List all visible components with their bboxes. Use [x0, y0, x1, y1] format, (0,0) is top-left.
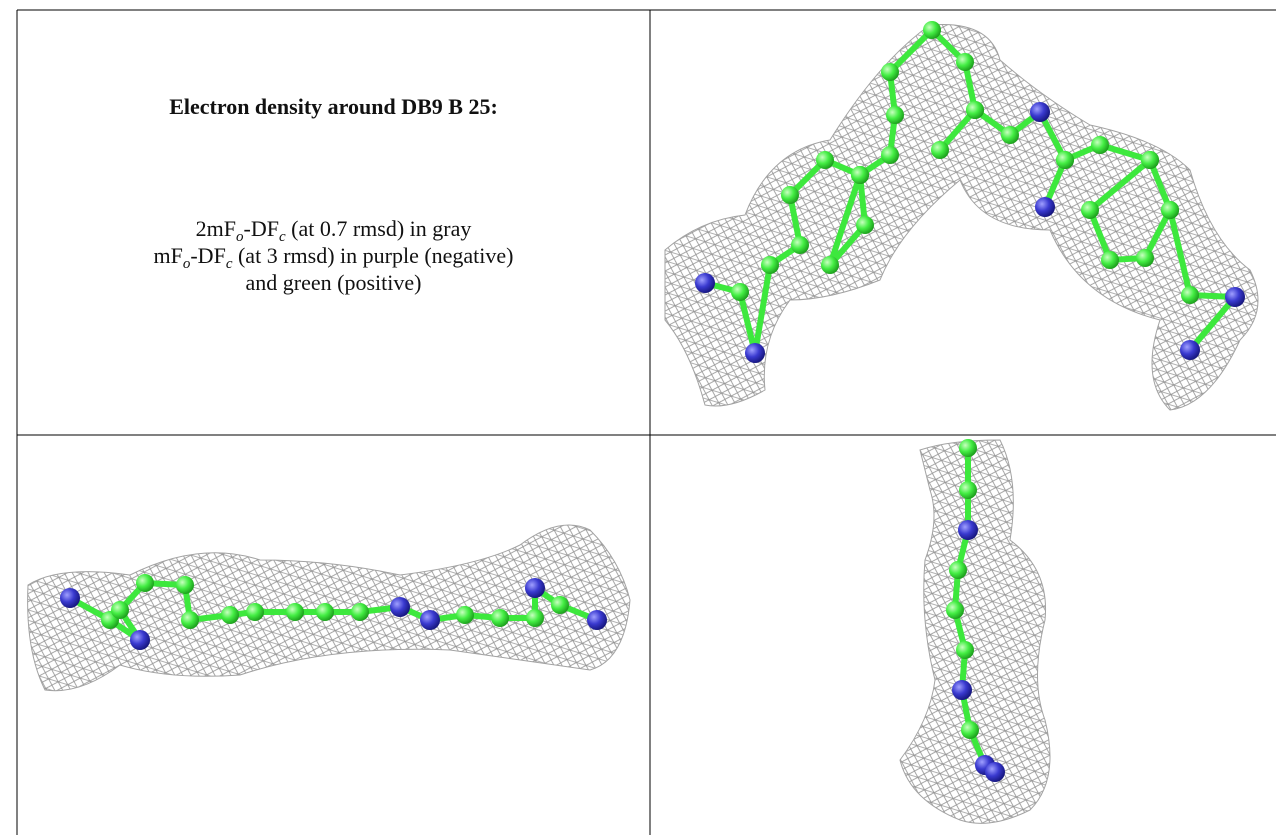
nitrogen-atom [745, 343, 765, 363]
legend-line: mFo-DFc (at 3 rmsd) in purple (negative) [17, 242, 650, 272]
subscript: c [278, 229, 286, 245]
nitrogen-atom [420, 610, 440, 630]
carbon-atom [923, 21, 941, 39]
nitrogen-atom [695, 273, 715, 293]
text: (at 3 rmsd) in purple (negative) [232, 243, 514, 268]
bond [952, 448, 997, 775]
carbon-atom [816, 151, 834, 169]
text: 2mF [195, 216, 236, 241]
carbon-atom [1136, 249, 1154, 267]
carbon-atom [221, 606, 239, 624]
carbon-atom [946, 601, 964, 619]
density-mesh [664, 23, 1259, 411]
carbon-atom [456, 606, 474, 624]
carbon-atom [956, 641, 974, 659]
carbon-atom [551, 596, 569, 614]
carbon-atom [886, 106, 904, 124]
carbon-atom [881, 146, 899, 164]
text: mF [153, 243, 183, 268]
carbon-atom [761, 256, 779, 274]
carbon-atom [959, 439, 977, 457]
legend-line: 2mFo-DFc (at 0.7 rmsd) in gray [17, 215, 650, 245]
nitrogen-atom [525, 578, 545, 598]
text: -DF [243, 216, 279, 241]
carbon-atom [821, 256, 839, 274]
carbon-atom [1161, 201, 1179, 219]
carbon-atom [1001, 126, 1019, 144]
carbon-atom [181, 611, 199, 629]
carbon-atom [1141, 151, 1159, 169]
carbon-atom [351, 603, 369, 621]
carbon-atom [491, 609, 509, 627]
text: and green (positive) [245, 270, 422, 295]
text: (at 0.7 rmsd) in gray [285, 216, 472, 241]
carbon-atom [851, 166, 869, 184]
nitrogen-atom [587, 610, 607, 630]
carbon-atom [1091, 136, 1109, 154]
carbon-atom [956, 53, 974, 71]
carbon-atom [526, 609, 544, 627]
nitrogen-atom [958, 520, 978, 540]
subscript: o [182, 256, 191, 272]
carbon-atom [791, 236, 809, 254]
density-mesh [899, 439, 1051, 824]
carbon-atom [961, 721, 979, 739]
carbon-atom [246, 603, 264, 621]
legend-line: and green (positive) [17, 269, 650, 296]
legend-cell: Electron density around DB9 B 25: 2mFo-D… [17, 10, 650, 435]
carbon-atom [1081, 201, 1099, 219]
nitrogen-atom [60, 588, 80, 608]
carbon-atom [931, 141, 949, 159]
legend-lines: 2mFo-DFc (at 0.7 rmsd) in gray mFo-DFc (… [17, 215, 650, 296]
carbon-atom [881, 63, 899, 81]
subscript: o [236, 229, 244, 245]
carbon-atom [176, 576, 194, 594]
nitrogen-atom [952, 680, 972, 700]
carbon-atom [1056, 151, 1074, 169]
carbon-atom [1181, 286, 1199, 304]
carbon-atom [316, 603, 334, 621]
molecule-views [27, 21, 1259, 824]
text: -DF [190, 243, 226, 268]
carbon-atom [136, 574, 154, 592]
carbon-atom [111, 601, 129, 619]
legend-title: Electron density around DB9 B 25: [169, 94, 498, 119]
nitrogen-atom [1180, 340, 1200, 360]
nitrogen-atom [130, 630, 150, 650]
carbon-atom [781, 186, 799, 204]
table-borders [16, 9, 1276, 835]
nitrogen-atom [1035, 197, 1055, 217]
nitrogen-atom [985, 762, 1005, 782]
carbon-atom [949, 561, 967, 579]
carbon-atom [856, 216, 874, 234]
carbon-atom [286, 603, 304, 621]
nitrogen-atom [1030, 102, 1050, 122]
nitrogen-atom [390, 597, 410, 617]
carbon-atom [731, 283, 749, 301]
carbon-atom [959, 481, 977, 499]
nitrogen-atom [1225, 287, 1245, 307]
subscript: c [225, 256, 233, 272]
carbon-atom [966, 101, 984, 119]
carbon-atom [1101, 251, 1119, 269]
